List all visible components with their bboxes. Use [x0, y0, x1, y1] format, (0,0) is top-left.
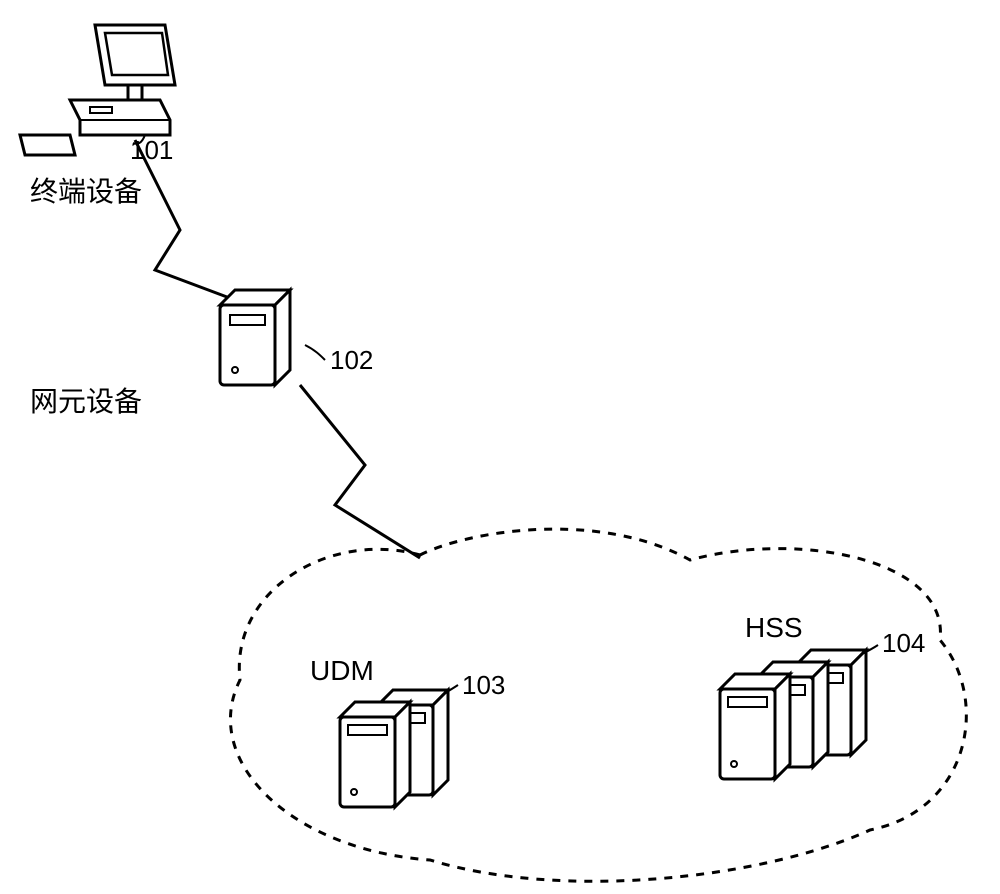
udm-ref: 103 — [462, 670, 505, 701]
diagram-root: 101 终端设备 102 网元设备 UDM 103 HSS 104 — [0, 0, 1000, 894]
network-element-ref: 102 — [330, 345, 373, 376]
terminal-ref: 101 — [130, 135, 173, 166]
udm-label: UDM — [310, 655, 374, 687]
terminal-label: 终端设备 — [30, 170, 142, 210]
link-ne-cloud — [300, 385, 420, 558]
udm-icon — [340, 685, 458, 807]
network-element-icon — [220, 290, 325, 385]
network-element-label: 网元设备 — [30, 380, 142, 420]
hss-label: HSS — [745, 612, 803, 644]
hss-ref: 104 — [882, 628, 925, 659]
hss-icon — [720, 645, 878, 779]
